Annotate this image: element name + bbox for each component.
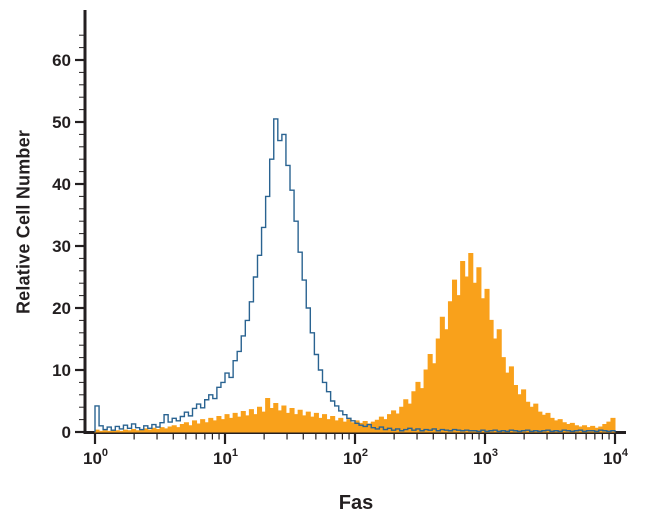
y-tick-label: 0 [62, 423, 71, 442]
x-axis-title: Fas [338, 492, 374, 514]
series-blue-open-histogram [94, 118, 616, 433]
y-tick-label: 40 [52, 175, 71, 194]
x-tick-label: 103 [473, 447, 498, 468]
x-tick-label: 101 [213, 447, 238, 468]
y-tick-label: 30 [52, 237, 71, 256]
y-tick-label: 20 [52, 299, 71, 318]
series-orange-filled-histogram [94, 252, 616, 433]
x-tick-label: 100 [83, 447, 108, 468]
x-tick-label: 104 [603, 447, 629, 468]
x-tick-label: 102 [343, 447, 368, 468]
y-tick-label: 10 [52, 361, 71, 380]
y-tick-label: 60 [52, 51, 71, 70]
y-tick-label: 50 [52, 113, 71, 132]
